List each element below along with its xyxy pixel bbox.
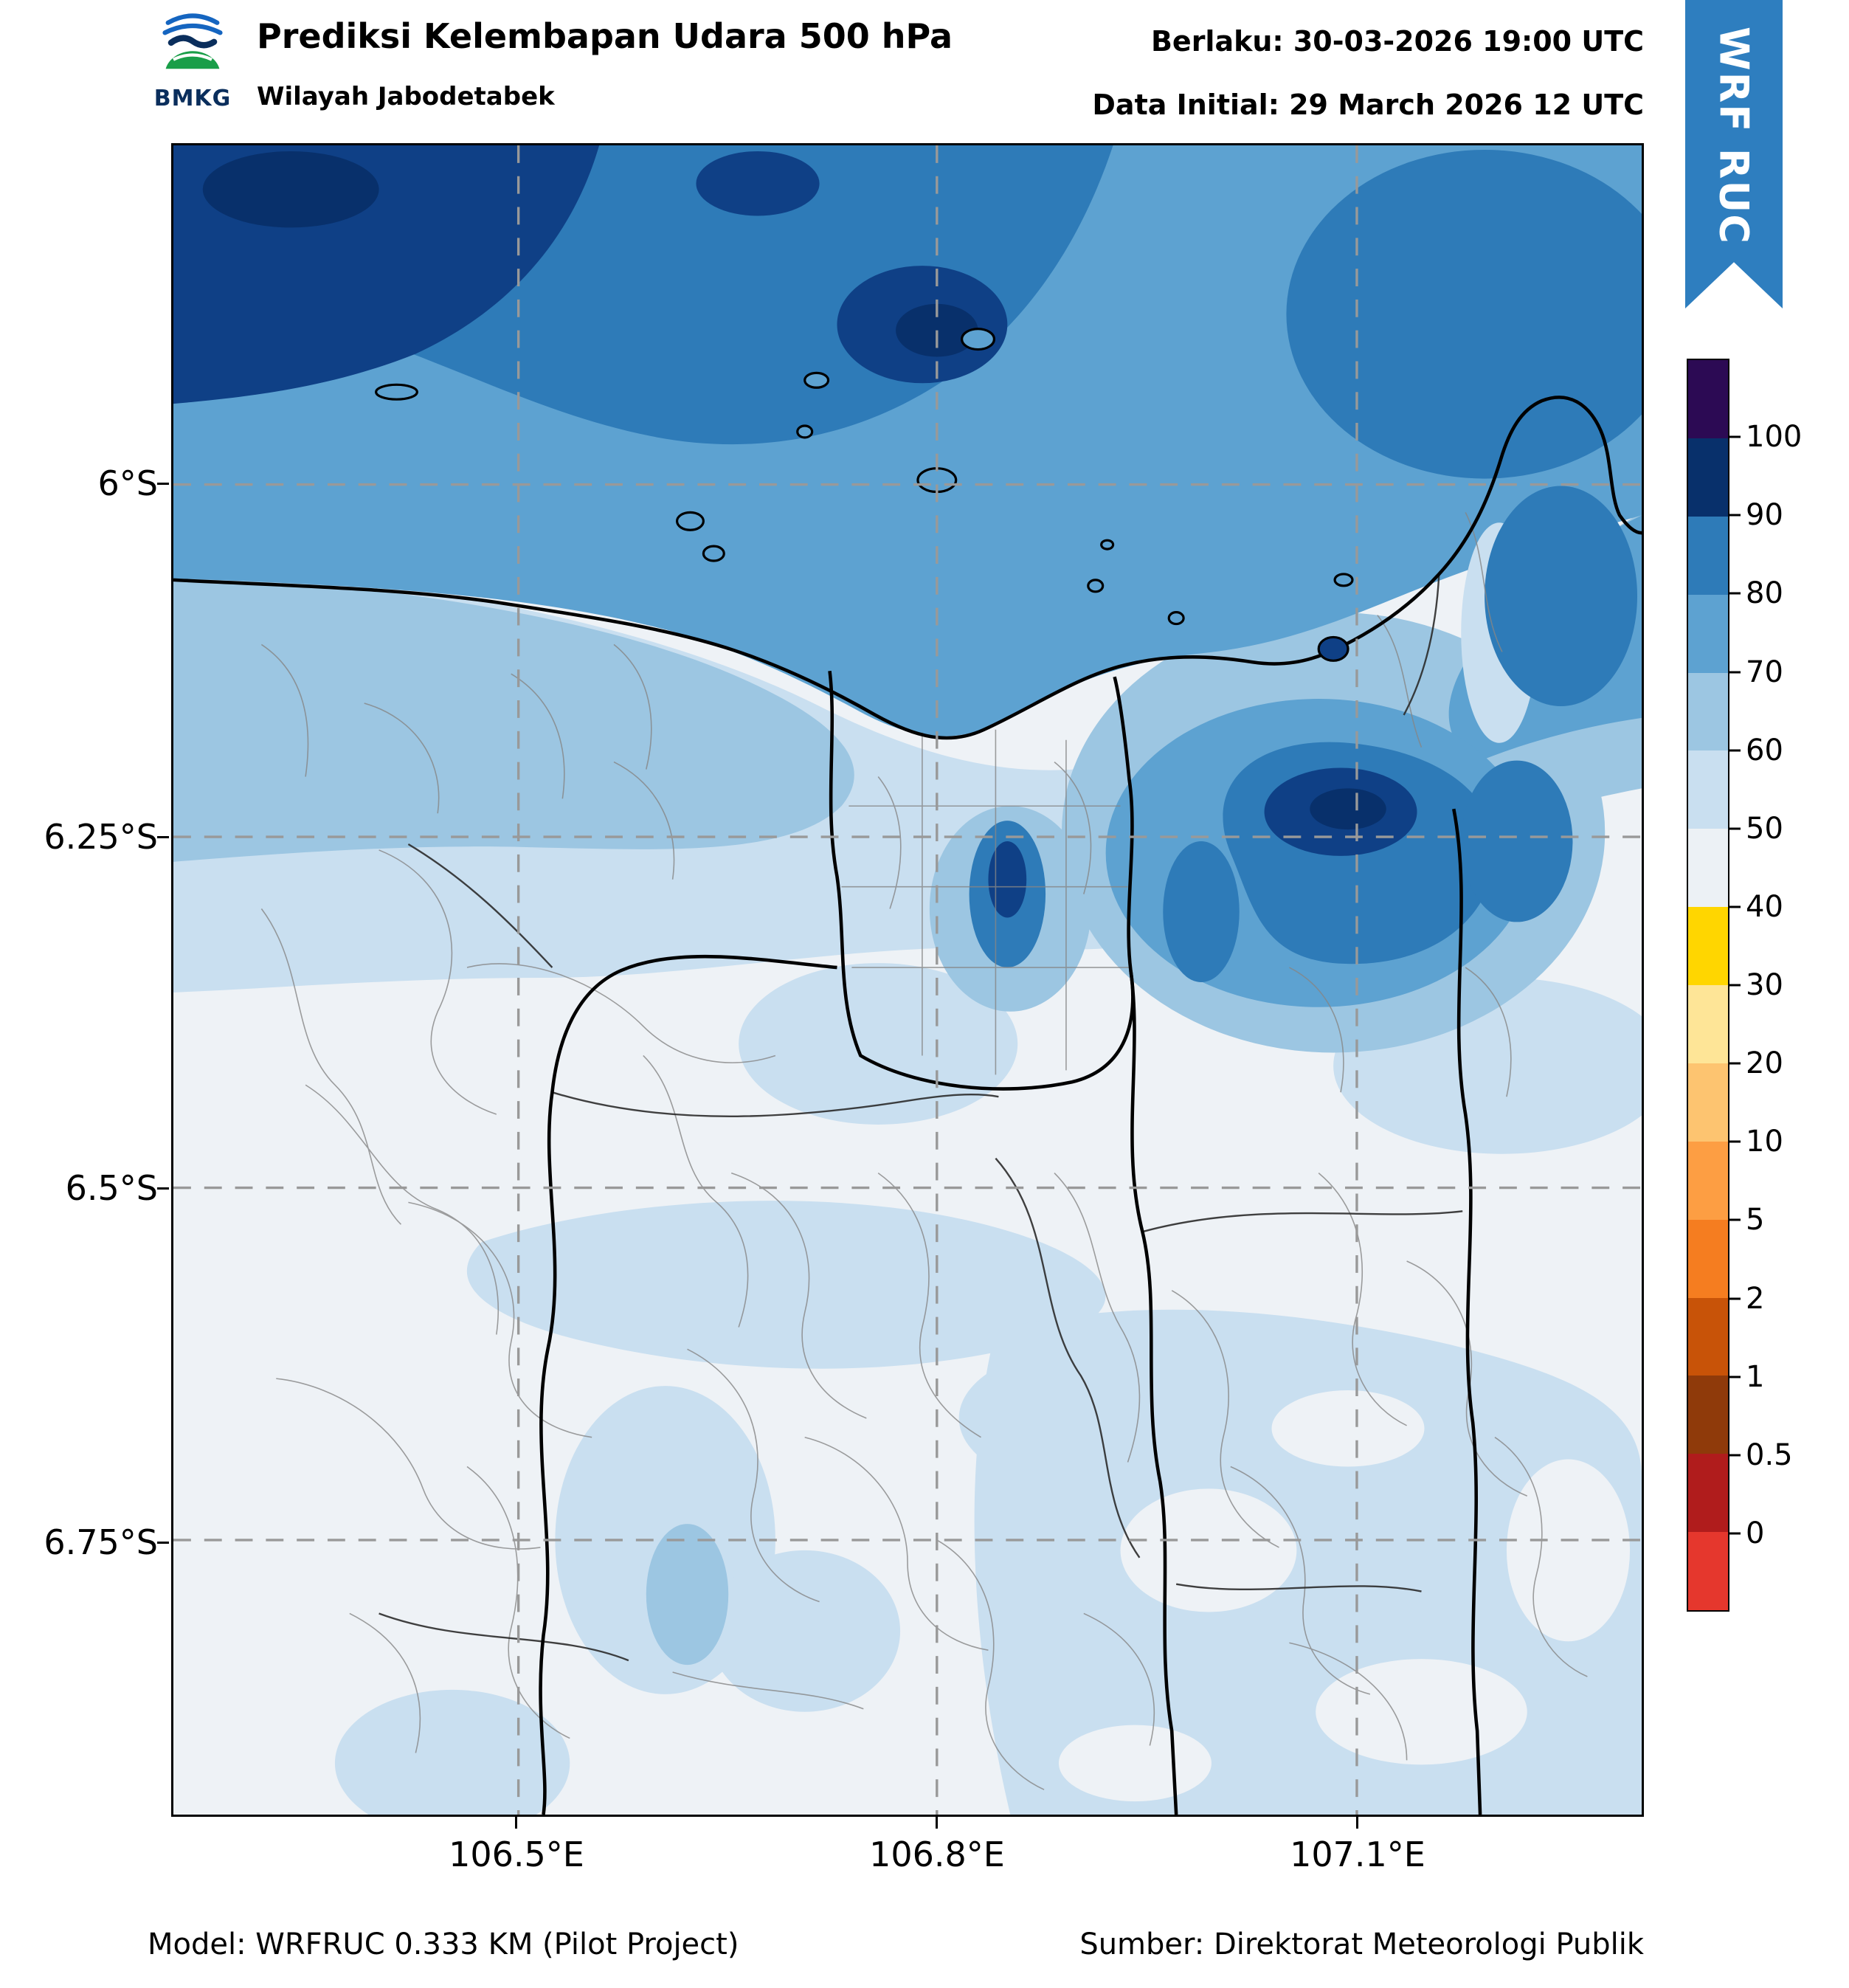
colorbar-tick-label: 30 [1746,968,1783,1002]
x-tick-mark [1356,1817,1358,1829]
colorbar-segment [1688,1297,1728,1376]
colorbar-segment [1688,1141,1728,1220]
regency-lines [379,573,1463,1662]
y-axis-label-675s: 6.75°S [44,1522,158,1562]
page-subtitle: Wilayah Jabodetabek [257,81,555,111]
colorbar-tick-label: 0 [1746,1516,1765,1550]
y-axis-label-625s: 6.25°S [44,817,158,857]
colorbar-tick-label: 1 [1746,1359,1765,1394]
colorbar-tick-label: 80 [1746,576,1783,611]
page-title: Prediksi Kelembapan Udara 500 hPa [257,16,953,56]
y-axis-label-65s: 6.5°S [65,1168,158,1208]
colorbar-segment [1688,907,1728,985]
humidity-map-plot [173,145,1642,1815]
graticule [173,145,1642,1815]
model-ribbon-label: WRF RUC [1710,26,1758,245]
valid-time-label: Berlaku: 30-03-2026 19:00 UTC [1150,25,1644,58]
map-frame [171,143,1644,1817]
colorbar: 100 90 80 70 60 50 40 30 20 10 5 2 1 0.5 0 [1687,359,1849,1613]
colorbar-tick-label: 2 [1746,1281,1765,1316]
province-borders [173,396,1642,1815]
colorbar-segment [1688,985,1728,1063]
colorbar-segment [1688,1532,1728,1610]
colorbar-segment [1688,672,1728,751]
x-tick-mark [515,1817,517,1829]
colorbar-segment [1688,750,1728,829]
coastline [173,396,1642,740]
colorbar-segment [1688,1219,1728,1298]
colorbar-segment [1688,1063,1728,1142]
bmkg-logo: BMKG [145,7,241,111]
title-block: Prediksi Kelembapan Udara 500 hPa Wilaya… [257,18,953,111]
x-tick-mark [936,1817,938,1829]
colorbar-tick-label: 20 [1746,1046,1783,1081]
colorbar-tick-label: 50 [1746,811,1783,846]
colorbar-tick-label: 40 [1746,889,1783,924]
x-axis-label-1068e: 106.8°E [869,1835,1005,1874]
colorbar-tick-label: 70 [1746,655,1783,689]
x-axis-label-1065e: 106.5°E [449,1835,584,1874]
jakarta-border [828,670,1135,1091]
colorbar-segment [1688,1454,1728,1533]
forecast-times: Berlaku: 30-03-2026 19:00 UTC Data Initi… [1092,25,1644,121]
bmkg-logo-icon [162,13,223,69]
y-tick-mark [157,1542,169,1544]
y-axis-label-6s: 6°S [97,463,158,503]
colorbar-segment [1688,594,1728,673]
colorbar-segment [1688,829,1728,908]
colorbar-segment [1688,360,1728,438]
colorbar-tick-label: 60 [1746,733,1783,767]
y-tick-mark [157,1187,169,1190]
colorbar-segment [1688,516,1728,595]
colorbar-tick-label: 90 [1746,498,1783,533]
colorbar-tick-label: 10 [1746,1125,1783,1159]
x-axis-label-1071e: 107.1°E [1290,1835,1425,1874]
y-tick-mark [157,483,169,485]
east-border [1452,808,1482,1815]
colorbar-segment [1688,438,1728,517]
colorbar-tick-label: 0.5 [1746,1437,1793,1472]
model-ribbon: WRF RUC [1685,0,1783,308]
initial-time-label: Data Initial: 29 March 2026 12 UTC [1092,89,1644,121]
west-border [539,954,837,1815]
bmkg-logo-text: BMKG [153,86,232,111]
model-caption: Model: WRFRUC 0.333 KM (Pilot Project) [148,1927,739,1961]
source-caption: Sumber: Direktorat Meteorologi Publik [1079,1927,1644,1961]
colorbar-segment [1688,1376,1728,1454]
colorbar-tick-label: 5 [1746,1203,1765,1238]
colorbar-bar [1687,359,1729,1612]
colorbar-tick-label: 100 [1746,420,1803,455]
y-tick-mark [157,836,169,838]
southeast-border [1129,970,1178,1815]
